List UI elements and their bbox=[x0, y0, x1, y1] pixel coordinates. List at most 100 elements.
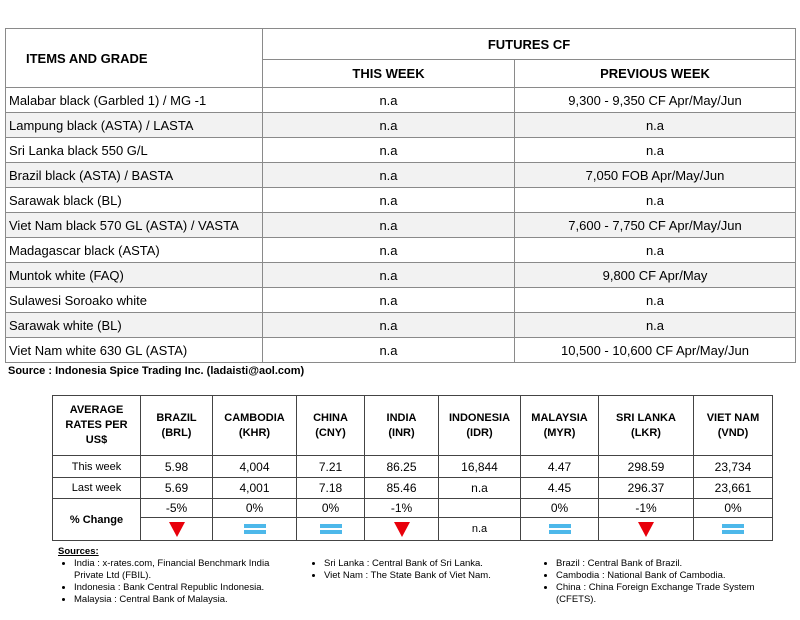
previous-week-price: 9,300 - 9,350 CF Apr/May/Jun bbox=[514, 87, 796, 113]
currency-code: (IDR) bbox=[466, 426, 493, 439]
item-name: Lampung black (ASTA) / LASTA bbox=[5, 112, 263, 138]
rates-header-label: AVERAGE RATES PER US$ bbox=[52, 395, 141, 456]
this-week-header: THIS WEEK bbox=[262, 59, 515, 88]
currency-header: SRI LANKA (LKR) bbox=[598, 395, 694, 456]
change-icon-cell bbox=[212, 517, 297, 541]
futures-table: ITEMS AND GRADE FUTURES CF THIS WEEK PRE… bbox=[5, 28, 796, 363]
row-label: % Change bbox=[52, 498, 141, 541]
source-item: Malaysia : Central Bank of Malaysia. bbox=[74, 594, 288, 606]
change-icon-cell bbox=[598, 517, 694, 541]
items-header: ITEMS AND GRADE bbox=[5, 28, 263, 88]
currency-header: VIET NAM (VND) bbox=[693, 395, 773, 456]
percent-change: 0% bbox=[520, 498, 599, 518]
equal-icon bbox=[243, 524, 266, 534]
item-name: Viet Nam white 630 GL (ASTA) bbox=[5, 337, 263, 363]
equal-bar bbox=[243, 530, 266, 534]
currency-code: (KHR) bbox=[238, 426, 271, 439]
currency-name: SRI LANKA bbox=[616, 411, 676, 424]
item-name: Viet Nam black 570 GL (ASTA) / VASTA bbox=[5, 212, 263, 238]
equal-bar bbox=[722, 524, 744, 528]
sources-column: India : x-rates.com, Financial Benchmark… bbox=[58, 558, 288, 606]
currency-name: INDONESIA bbox=[448, 411, 511, 424]
futures-row: Viet Nam black 570 GL (ASTA) / VASTA n.a 7… bbox=[5, 212, 796, 238]
futures-row: Malabar black (Garbled 1) / MG -1 n.a 9,30… bbox=[5, 87, 796, 113]
down-arrow-icon bbox=[393, 521, 410, 537]
source-item: India : x-rates.com, Financial Benchmark… bbox=[74, 558, 288, 582]
item-name: Sri Lanka black 550 G/L bbox=[5, 137, 263, 163]
this-week-price: n.a bbox=[262, 237, 515, 263]
this-week-price: n.a bbox=[262, 112, 515, 138]
change-icon-cell: n.a bbox=[438, 517, 521, 541]
previous-week-price: n.a bbox=[514, 237, 796, 263]
item-name: Sarawak black (BL) bbox=[5, 187, 263, 213]
change-icon-cell bbox=[140, 517, 213, 541]
equal-icon bbox=[722, 524, 744, 534]
percent-change: -5% bbox=[140, 498, 213, 518]
previous-week-price: n.a bbox=[514, 287, 796, 313]
item-name: Sarawak white (BL) bbox=[5, 312, 263, 338]
percent-change: 0% bbox=[212, 498, 297, 518]
percent-change: -1% bbox=[598, 498, 694, 518]
currency-code: (CNY) bbox=[315, 426, 346, 439]
this-week-price: n.a bbox=[262, 87, 515, 113]
futures-row: Muntok white (FAQ) n.a 9,800 CF Apr/May bbox=[5, 262, 796, 288]
item-name: Madagascar black (ASTA) bbox=[5, 237, 263, 263]
rates-table: AVERAGE RATES PER US$ BRAZIL (BRL) CAMBODIA… bbox=[52, 395, 773, 541]
change-note: n.a bbox=[471, 523, 488, 535]
equal-bar bbox=[243, 524, 266, 528]
previous-week-price: 10,500 - 10,600 CF Apr/May/Jun bbox=[514, 337, 796, 363]
this-week-rate: 4.47 bbox=[520, 455, 599, 478]
currency-header: INDIA (INR) bbox=[364, 395, 439, 456]
change-icon-cell bbox=[520, 517, 599, 541]
group-header: FUTURES CF bbox=[262, 28, 796, 60]
percent-change: 0% bbox=[693, 498, 773, 518]
currency-name: CAMBODIA bbox=[224, 411, 285, 424]
sources-title: Sources: bbox=[58, 546, 99, 557]
this-week-price: n.a bbox=[262, 187, 515, 213]
futures-row: Madagascar black (ASTA) n.a n.a bbox=[5, 237, 796, 263]
equal-icon bbox=[548, 524, 571, 534]
source-item: Brazil : Central Bank of Brazil. bbox=[556, 558, 775, 570]
source-item: China : China Foreign Exchange Trade Sys… bbox=[556, 582, 775, 606]
change-icon-cell bbox=[693, 517, 773, 541]
this-week-rate: 7.21 bbox=[296, 455, 365, 478]
this-week-price: n.a bbox=[262, 212, 515, 238]
sources-column: Brazil : Central Bank of Brazil.Cambodia… bbox=[540, 558, 775, 606]
down-arrow-icon bbox=[638, 521, 654, 537]
percent-change: 0% bbox=[296, 498, 365, 518]
last-week-rate: 85.46 bbox=[364, 477, 439, 499]
last-week-rate: 7.18 bbox=[296, 477, 365, 499]
currency-name: VIET NAM bbox=[706, 411, 760, 424]
previous-week-price: n.a bbox=[514, 112, 796, 138]
currency-header: INDONESIA (IDR) bbox=[438, 395, 521, 456]
change-icon-cell bbox=[296, 517, 365, 541]
currency-name: INDIA bbox=[386, 411, 417, 424]
equal-bar bbox=[548, 530, 571, 534]
this-week-rate: 86.25 bbox=[364, 455, 439, 478]
source-item: Cambodia : National Bank of Cambodia. bbox=[556, 570, 775, 582]
percent-change-cell bbox=[438, 498, 521, 518]
currency-header: BRAZIL (BRL) bbox=[140, 395, 213, 456]
sources-list: Sri Lanka : Central Bank of Sri Lanka.Vi… bbox=[308, 558, 528, 582]
this-week-price: n.a bbox=[262, 162, 515, 188]
equal-icon bbox=[319, 524, 342, 534]
futures-row: Sarawak white (BL) n.a n.a bbox=[5, 312, 796, 338]
this-week-price: n.a bbox=[262, 262, 515, 288]
currency-code: (INR) bbox=[388, 426, 415, 439]
currency-name: CHINA bbox=[313, 411, 348, 424]
row-label: Last week bbox=[52, 477, 141, 499]
source-note: Source : Indonesia Spice Trading Inc. (l… bbox=[8, 365, 305, 377]
previous-week-price: 7,600 - 7,750 CF Apr/May/Jun bbox=[514, 212, 796, 238]
equal-bar bbox=[319, 530, 342, 534]
this-week-price: n.a bbox=[262, 337, 515, 363]
sources-list: India : x-rates.com, Financial Benchmark… bbox=[58, 558, 288, 606]
currency-header: CAMBODIA (KHR) bbox=[212, 395, 297, 456]
last-week-rate: 4.45 bbox=[520, 477, 599, 499]
currency-name: MALAYSIA bbox=[531, 411, 588, 424]
currency-header: MALAYSIA (MYR) bbox=[520, 395, 599, 456]
source-item: Sri Lanka : Central Bank of Sri Lanka. bbox=[324, 558, 528, 570]
currency-name: BRAZIL bbox=[156, 411, 197, 424]
sources-column: Sri Lanka : Central Bank of Sri Lanka.Vi… bbox=[308, 558, 528, 582]
this-week-rate: 23,734 bbox=[693, 455, 773, 478]
